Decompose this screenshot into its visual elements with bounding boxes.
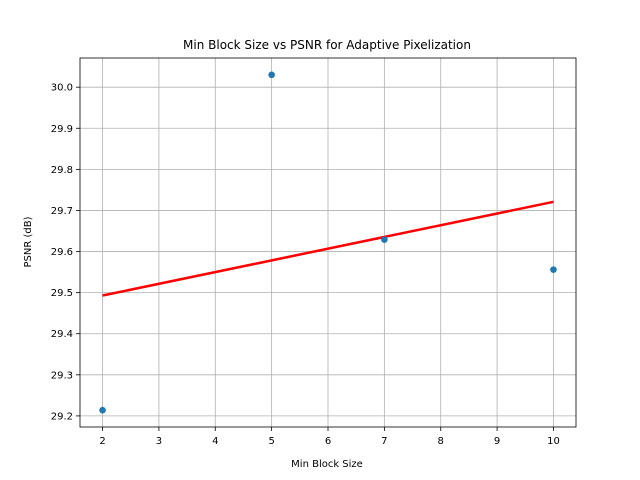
x-tick-label: 10 [547, 436, 560, 447]
data-point [381, 236, 388, 243]
chart-title: Min Block Size vs PSNR for Adaptive Pixe… [183, 38, 471, 52]
x-tick-label: 4 [212, 436, 218, 447]
y-tick-label: 29.5 [51, 288, 73, 299]
y-tick-label: 30.0 [51, 83, 73, 94]
trendline [102, 200, 554, 297]
y-tick-label: 29.7 [51, 206, 73, 217]
grid [80, 58, 576, 427]
trendline-layer [102, 200, 554, 297]
data-point [550, 266, 557, 273]
data-point [268, 71, 275, 79]
y-tick-label: 29.9 [51, 124, 73, 135]
x-tick-label: 5 [268, 436, 274, 447]
data-point [99, 406, 106, 414]
x-tick-label: 7 [381, 436, 387, 447]
x-tick-label: 8 [438, 436, 444, 447]
x-tick-label: 2 [99, 436, 105, 447]
x-tick-label: 3 [156, 436, 162, 447]
x-tick-label: 9 [494, 436, 500, 447]
y-tick-label: 29.8 [51, 165, 73, 176]
y-tick-label: 29.4 [51, 329, 73, 340]
x-axis-title: Min Block Size [291, 459, 363, 470]
y-tick-label: 29.3 [51, 370, 73, 381]
x-tick-label: 6 [325, 436, 331, 447]
data-points [99, 71, 557, 414]
y-axis-ticks: 29.2 29.3 29.4 29.5 29.6 29.7 29.8 29.9 30.0 [51, 83, 80, 422]
x-axis-ticks: 2 3 4 5 6 7 8 9 10 [99, 427, 560, 447]
y-tick-label: 29.2 [51, 411, 73, 422]
y-axis-title: PSNR (dB) [23, 216, 34, 267]
y-tick-label: 29.6 [51, 247, 73, 258]
